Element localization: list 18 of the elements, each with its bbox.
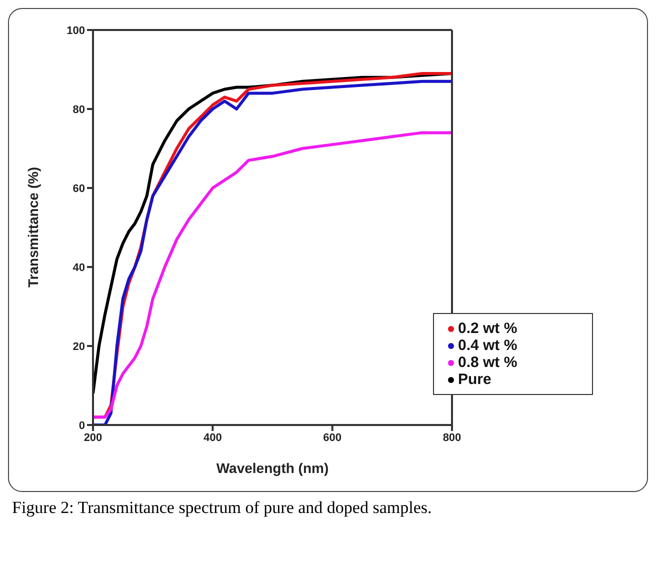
legend-label: Pure [458,371,492,388]
y-tick-label: 100 [66,24,85,37]
caption: Figure 2: Transmittance spectrum of pure and doped samples. [11,497,433,519]
legend-label: 0.4 wt % [458,337,518,354]
x-axis-title: Wavelength (nm) [216,460,329,476]
y-tick-label: 0 [78,420,85,432]
x-tick-label: 600 [323,432,342,444]
line-series [93,131,452,419]
legend-label: 0.8 wt % [458,354,518,371]
x-tick-label: 400 [203,432,222,444]
y-axis-title: Transmittance (%) [24,166,41,288]
y-tick-label: 40 [72,262,85,274]
x-tick-label: 800 [442,432,462,444]
y-tick-label: 20 [72,340,85,353]
y-tick-label: 60 [72,182,85,195]
y-tick-label: 80 [72,104,85,116]
legend-label: 0.2 wt % [458,320,518,337]
x-tick-label: 200 [84,432,102,444]
